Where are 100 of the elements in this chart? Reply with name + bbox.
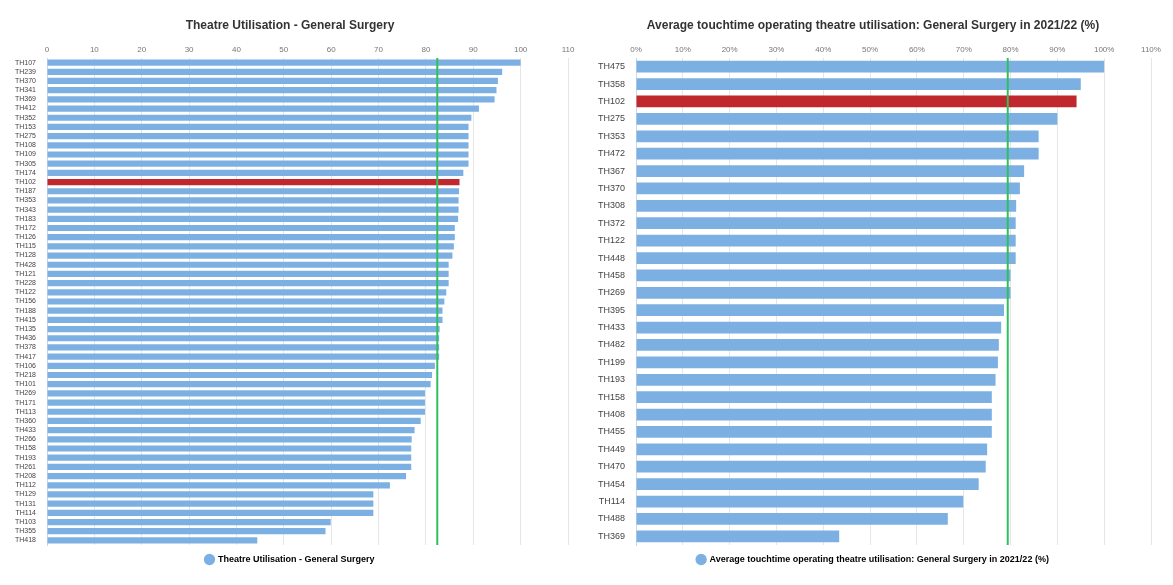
legend-label: Theatre Utilisation - General Surgery [217, 553, 375, 564]
legend-label: Average touchtime operating theatre utilisation: General Surgery in 2021/22 (%) [709, 553, 1049, 564]
y-tick-label: TH122 [598, 235, 626, 246]
bar [47, 408, 425, 415]
bar [636, 356, 998, 369]
bar [47, 114, 472, 121]
bar [47, 371, 433, 379]
x-tick-label: 80% [1002, 45, 1019, 55]
y-tick-label: TH458 [598, 269, 626, 280]
bar [636, 339, 999, 351]
bar [47, 252, 453, 259]
y-tick-label: TH408 [598, 409, 626, 420]
bar [47, 206, 459, 213]
bar [47, 381, 431, 388]
y-tick-label: TH455 [598, 426, 626, 437]
bar [47, 123, 469, 131]
x-tick-label: 90% [1049, 45, 1066, 55]
y-tick-label: TH308 [598, 200, 626, 211]
x-tick-label: 70% [955, 45, 972, 55]
x-tick-label: 80 [421, 45, 431, 55]
bar [47, 68, 503, 75]
bar [47, 307, 443, 314]
bar [636, 460, 986, 473]
bar [47, 472, 407, 480]
bar [47, 234, 455, 241]
bar [636, 78, 1081, 90]
bar [47, 289, 447, 296]
bar [47, 280, 449, 287]
bar [47, 261, 449, 268]
bar [636, 130, 1039, 143]
y-tick-label: TH114 [598, 496, 626, 506]
bar [47, 500, 374, 507]
bar [47, 105, 479, 112]
bar [47, 224, 455, 232]
bar [47, 197, 459, 204]
x-tick-label: 40 [232, 45, 242, 55]
bar [47, 270, 449, 278]
x-tick-label: 30% [768, 45, 785, 55]
x-tick-label: 50 [279, 45, 289, 55]
x-tick-label: 10% [674, 45, 691, 55]
bar [636, 391, 992, 404]
bar [47, 298, 445, 305]
bar [636, 147, 1039, 160]
bar [636, 286, 1011, 299]
y-tick-label: TH158 [598, 391, 626, 402]
chart-title: Theatre Utilisation - General Surgery [185, 17, 395, 32]
x-tick-label: 60 [326, 45, 337, 55]
x-tick-label: 30 [184, 45, 195, 55]
bar [47, 178, 460, 186]
bar [47, 316, 443, 323]
y-tick-label: TH367 [598, 165, 626, 176]
bar [636, 495, 964, 508]
bar [636, 443, 988, 456]
bar [47, 243, 454, 250]
bar [636, 60, 1105, 73]
x-tick-label: 100 [513, 45, 528, 55]
y-tick-label: TH454 [598, 478, 626, 489]
x-tick-label: 50% [862, 45, 879, 55]
bar [47, 151, 469, 158]
y-tick-label: TH370 [598, 182, 626, 193]
bar [47, 362, 435, 369]
bar [47, 509, 374, 516]
bar [47, 87, 497, 94]
y-tick-label: TH482 [598, 339, 626, 350]
bar [47, 390, 425, 397]
y-tick-label: TH449 [598, 443, 626, 454]
x-tick-label: 60% [908, 45, 925, 55]
bar [636, 478, 979, 490]
bar [47, 169, 464, 176]
y-tick-label: TH475 [598, 61, 626, 72]
y-tick-label: TH372 [598, 217, 626, 228]
bar [47, 399, 425, 406]
bar [636, 165, 1025, 177]
y-tick-label: TH102 [598, 95, 626, 106]
y-tick-label: TH472 [598, 148, 626, 159]
y-tick-label: TH369 [598, 530, 626, 541]
bar [636, 199, 1017, 212]
x-tick-label: 70 [374, 45, 384, 55]
bar [636, 373, 996, 386]
bar [47, 454, 412, 461]
x-tick-label: 90 [468, 45, 479, 55]
x-tick-label: 40% [815, 45, 832, 55]
bar [636, 304, 1004, 317]
bar [636, 408, 992, 421]
y-tick-label: TH353 [598, 130, 626, 141]
y-tick-label: TH448 [598, 252, 626, 263]
bar [47, 160, 469, 167]
bar [47, 528, 326, 535]
y-tick-label: TH199 [598, 356, 626, 367]
bar [47, 344, 440, 351]
bar [47, 142, 469, 149]
bar [636, 426, 992, 438]
y-tick-label: TH358 [598, 78, 626, 89]
bar [47, 353, 440, 360]
bar [636, 530, 840, 543]
x-tick-label: 100% [1093, 45, 1115, 55]
bar [47, 215, 459, 222]
bar [47, 96, 495, 103]
bar [47, 537, 258, 544]
y-tick-label: TH470 [598, 461, 626, 472]
